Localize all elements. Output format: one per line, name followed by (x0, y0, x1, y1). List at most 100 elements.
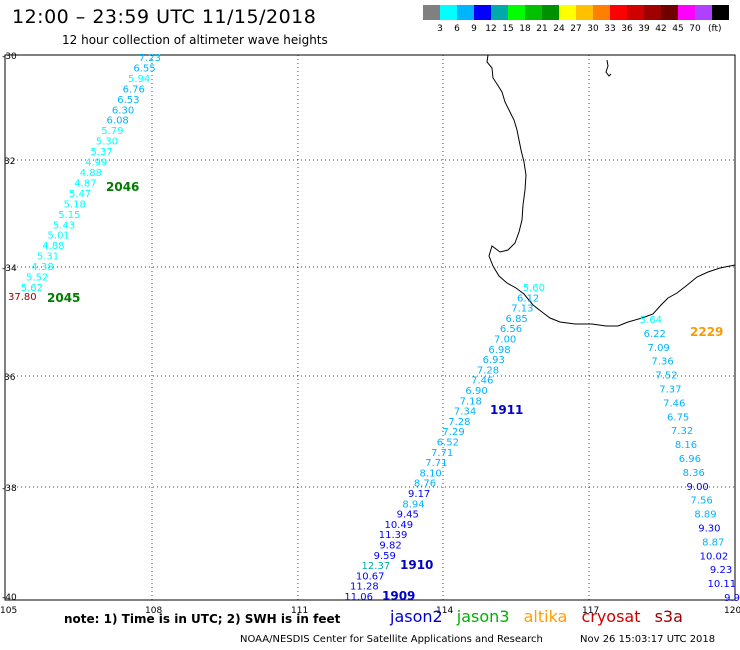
swh-value: 6.08 (107, 116, 129, 127)
swh-value: 37.80 (8, 292, 37, 303)
lat-label: -34 (2, 264, 17, 274)
lat-lon-grid (5, 55, 735, 600)
swh-value: 9.82 (379, 541, 401, 552)
color-swatch (559, 5, 576, 20)
map-subtitle: 12 hour collection of altimeter wave hei… (62, 33, 328, 47)
lon-label: 105 (0, 606, 17, 616)
swh-value: 7.56 (690, 496, 712, 507)
swh-value: 7.29 (442, 427, 464, 438)
swh-value: 7.71 (425, 458, 447, 469)
swh-value: 5.30 (96, 137, 118, 148)
swh-value: 7.46 (663, 398, 685, 409)
color-swatch (712, 5, 729, 20)
swh-value: 5.79 (101, 126, 123, 137)
swh-value: 9.9 (724, 593, 740, 604)
lat-label: 36 (4, 373, 16, 383)
swh-value: 4.38 (31, 262, 53, 273)
swh-value: 6.98 (488, 345, 510, 356)
lat-label: -38 (2, 484, 17, 494)
color-scale-label: 21 (536, 24, 548, 34)
swh-value: 10.11 (707, 579, 736, 590)
swh-value: 6.52 (437, 438, 459, 449)
color-scale-label: 42 (655, 24, 667, 34)
lat-label: -40 (2, 593, 17, 603)
swh-value: 7.18 (460, 396, 482, 407)
swh-value: 5.52 (26, 273, 48, 284)
swh-value: 7.37 (659, 385, 681, 396)
track-2229: 5.64 6.22 7.09 7.36 7.52 7.37 7.46 6.75 7.32 8.16… (640, 315, 740, 604)
credit-line: NOAA/NESDIS Center for Satellite Applica… (240, 634, 543, 645)
swh-value: 8.16 (675, 440, 697, 451)
color-swatch (491, 5, 508, 20)
color-swatch (644, 5, 661, 20)
color-scale-label: 39 (638, 24, 650, 34)
swh-value: 6.56 (500, 324, 522, 335)
swh-value: 5.37 (90, 147, 112, 158)
generation-timestamp: Nov 26 15:03:17 UTC 2018 (580, 634, 716, 645)
swh-value: 7.34 (454, 407, 476, 418)
swh-value: 7.23 (139, 53, 161, 64)
swh-value: 5.18 (64, 199, 86, 210)
satellite-jason2: jason2 (390, 607, 443, 626)
lon-label: 117 (582, 606, 599, 616)
color-scale-label: 45 (672, 24, 684, 34)
color-swatch (576, 5, 593, 20)
swh-value: 6.85 (506, 314, 528, 325)
swh-value: 5.64 (640, 315, 662, 326)
color-scale-label: 12 (485, 24, 497, 34)
color-swatch (695, 5, 712, 20)
swh-value: 9.17 (408, 489, 430, 500)
color-scale-label: 30 (587, 24, 599, 34)
swh-value: 4.88 (42, 241, 64, 252)
map-frame (4, 54, 736, 601)
swh-value: 7.36 (651, 357, 673, 368)
satellite-s3a: s3a (654, 607, 683, 626)
color-scale-unit: (ft) (708, 24, 722, 34)
swh-value: 6.76 (123, 84, 145, 95)
color-swatch (593, 5, 610, 20)
color-swatch (678, 5, 695, 20)
pass-label-2046: 2046 (106, 180, 139, 194)
swh-value: 5.62 (21, 283, 43, 294)
color-scale-label: 36 (621, 24, 633, 34)
color-swatch (423, 5, 440, 20)
swh-value: 9.59 (374, 551, 396, 562)
swh-value: 6.22 (644, 329, 666, 340)
color-scale-label: 70 (689, 24, 701, 34)
swh-value: 6.93 (483, 355, 505, 366)
color-swatch (661, 5, 678, 20)
swh-value: 6.96 (679, 454, 701, 465)
swh-value: 10.67 (356, 571, 385, 582)
lon-label: 111 (291, 606, 308, 616)
swh-value: 7.28 (477, 365, 499, 376)
swh-value: 7.46 (471, 376, 493, 387)
swh-value: 10.02 (700, 551, 729, 562)
swh-value: 5.43 (53, 220, 75, 231)
swh-value: 8.10 (420, 468, 442, 479)
swh-value: 5.94 (128, 74, 150, 85)
swh-value: 8.76 (414, 479, 436, 490)
swh-value: 9.00 (687, 482, 709, 493)
swh-value: 9.23 (710, 565, 732, 576)
swh-value: 7.28 (448, 417, 470, 428)
color-scale-label: 9 (471, 24, 477, 34)
color-scale-label: 24 (553, 24, 565, 34)
swh-value: 6.55 (133, 64, 155, 75)
color-scale-label: 33 (604, 24, 616, 34)
track-2046: 7.236.555.946.766.536.306.085.795.305.37… (21, 53, 161, 294)
swh-value: 7.71 (431, 448, 453, 459)
swh-value: 8.36 (683, 468, 705, 479)
swh-value: 5.60 (523, 283, 545, 294)
color-scale-label: 27 (570, 24, 582, 34)
color-swatch (474, 5, 491, 20)
swh-value: 6.90 (465, 386, 487, 397)
satellite-cryosat: cryosat (581, 607, 641, 626)
swh-value: 6.30 (112, 105, 134, 116)
color-swatch (542, 5, 559, 20)
color-scale-label: 6 (454, 24, 460, 34)
swh-value: 7.52 (655, 371, 677, 382)
pass-label-1911: 1911 (490, 403, 523, 417)
color-swatch (457, 5, 474, 20)
color-swatch (525, 5, 542, 20)
